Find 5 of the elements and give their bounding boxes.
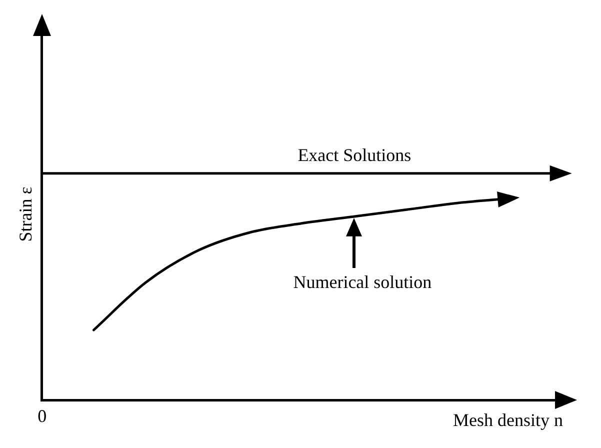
x-axis-title: Mesh density n: [453, 410, 563, 430]
y-axis-title: Strain ε: [16, 186, 36, 242]
text: 0: [38, 406, 47, 426]
series-label: Exact Solutions: [298, 145, 412, 166]
annotation: Numerical solution: [293, 272, 432, 292]
